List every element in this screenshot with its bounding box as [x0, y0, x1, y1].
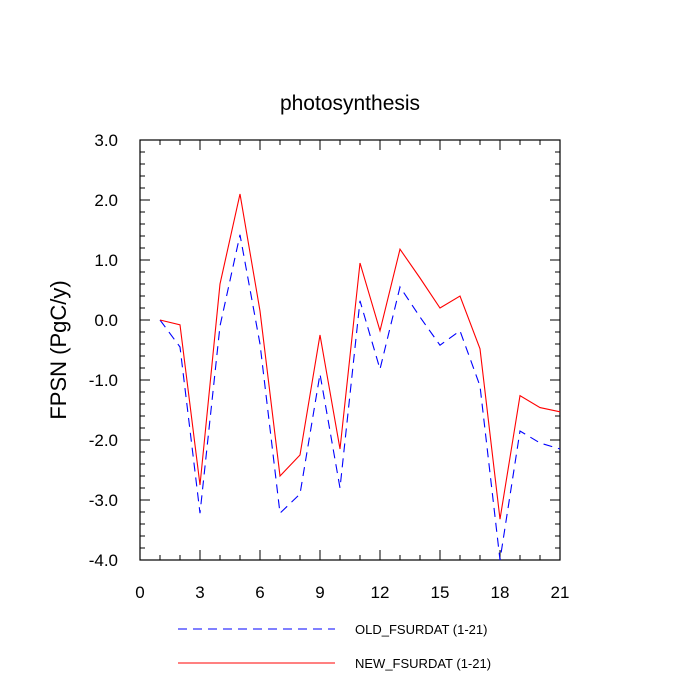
legend-label-2: NEW_FSURDAT (1-21) [355, 656, 491, 671]
y-axis-label: FPSN (PgC/y) [46, 280, 71, 419]
x-tick-label: 15 [431, 583, 450, 602]
y-tick-label: -2.0 [89, 431, 118, 450]
y-tick-label: 0.0 [94, 311, 118, 330]
plot-frame [139, 139, 561, 561]
x-tick-label: 21 [551, 583, 570, 602]
legend-label-1: OLD_FSURDAT (1-21) [355, 622, 487, 637]
y-tick-label: 3.0 [94, 131, 118, 150]
y-tick-label: 1.0 [94, 251, 118, 270]
series-line-2 [159, 193, 561, 520]
legend: OLD_FSURDAT (1-21) NEW_FSURDAT (1-21) [178, 622, 491, 671]
x-tick-label: 0 [135, 583, 144, 602]
y-tick-label: -3.0 [89, 491, 118, 510]
chart-title: photosynthesis [280, 92, 420, 115]
x-tick-label: 12 [371, 583, 390, 602]
x-tick-label: 9 [315, 583, 324, 602]
y-tick-label: -1.0 [89, 371, 118, 390]
x-tick-label: 3 [195, 583, 204, 602]
y-tick-label: -4.0 [89, 551, 118, 570]
x-tick-label: 6 [255, 583, 264, 602]
y-tick-label: 2.0 [94, 191, 118, 210]
x-tick-label: 18 [491, 583, 510, 602]
plot-area: 0 3 6 9 12 15 18 21 -4.0 -3.0 -2.0 -1.0 0.0 1.0 2.0 3.0 [89, 131, 570, 602]
series-line-1 [159, 234, 561, 561]
